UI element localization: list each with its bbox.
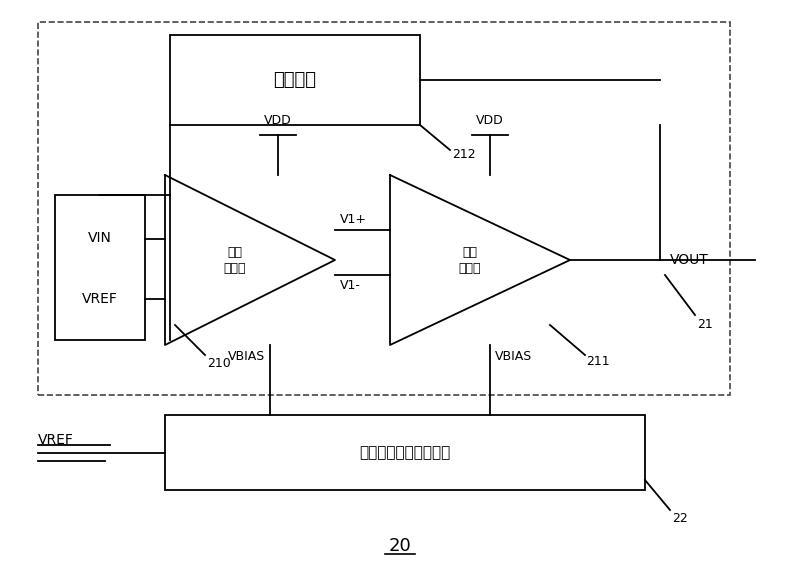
Text: 电平
位移器: 电平 位移器 bbox=[224, 245, 246, 275]
Text: VBIAS: VBIAS bbox=[228, 350, 265, 363]
Text: VDD: VDD bbox=[264, 114, 292, 127]
Text: 212: 212 bbox=[452, 149, 476, 161]
Text: V1-: V1- bbox=[340, 279, 361, 292]
Text: VDD: VDD bbox=[476, 114, 504, 127]
Text: VREF: VREF bbox=[82, 293, 118, 306]
Text: 211: 211 bbox=[586, 355, 610, 368]
Text: 20: 20 bbox=[389, 537, 411, 555]
Text: VOUT: VOUT bbox=[670, 253, 709, 267]
Bar bbox=[55, 195, 145, 340]
Bar bbox=[165, 415, 645, 490]
Text: 偏置电压自动校正电路: 偏置电压自动校正电路 bbox=[359, 445, 450, 460]
Text: 21: 21 bbox=[697, 318, 713, 331]
Bar bbox=[38, 22, 730, 395]
Text: 22: 22 bbox=[672, 512, 688, 525]
Bar bbox=[170, 35, 420, 125]
Text: V1+: V1+ bbox=[340, 213, 367, 226]
Text: VIN: VIN bbox=[88, 232, 112, 245]
Text: VBIAS: VBIAS bbox=[495, 350, 532, 363]
Text: 运算
放大器: 运算 放大器 bbox=[458, 245, 482, 275]
Text: 反馈电路: 反馈电路 bbox=[274, 71, 317, 89]
Text: VREF: VREF bbox=[38, 434, 74, 448]
Text: 210: 210 bbox=[207, 357, 230, 370]
